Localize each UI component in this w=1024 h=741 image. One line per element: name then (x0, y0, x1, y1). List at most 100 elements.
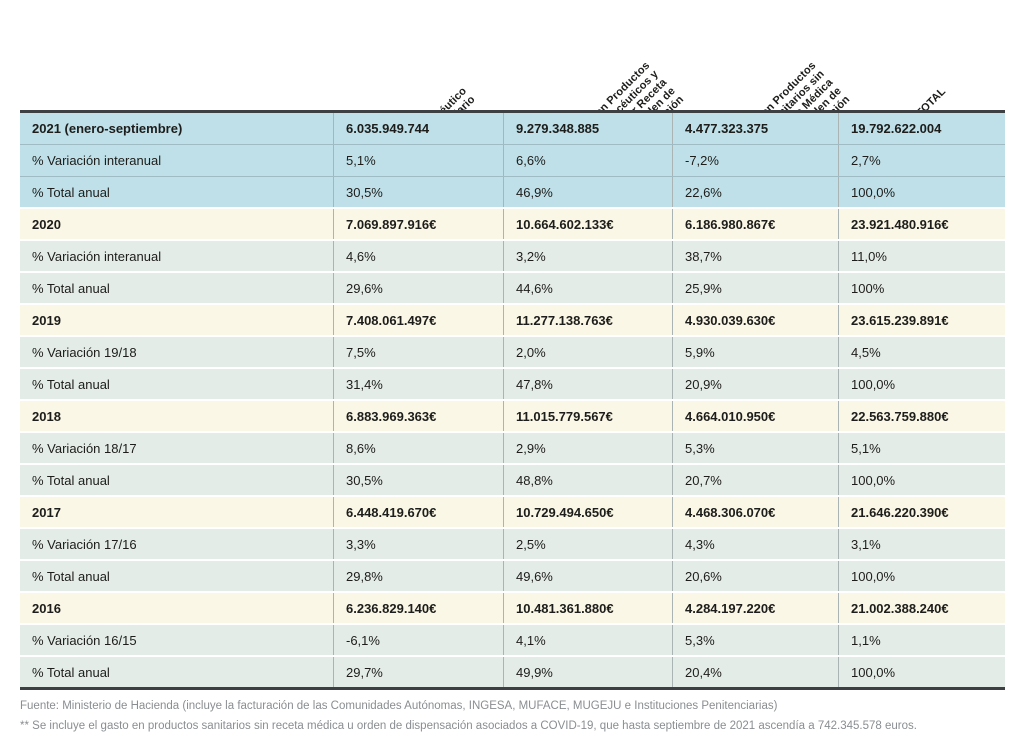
cell-value: 1,1% (851, 632, 881, 648)
row-label: % Variación 19/18 (20, 337, 334, 367)
cell-value: 49,9% (504, 657, 673, 687)
cell-value: 7.069.897.916€ (334, 209, 504, 239)
cell-value: 23.615.239.891€ (851, 312, 949, 328)
table-row-year: 2019 7.408.061.497€ 11.277.138.763€ 4.930.0… (20, 305, 1005, 337)
cell-value: 100,0% (851, 472, 896, 488)
table-row-year: 2016 6.236.829.140€ 10.481.361.880€ 4.284.1… (20, 593, 1005, 625)
table-row-percent: % Total anual 29,7% 49,9% 20,4% 100,0% (20, 657, 1005, 687)
cell-value: 9.279.348.885 (504, 113, 673, 144)
table-row-percent: % Variación 16/15 -6,1% 4,1% 5,3% 1,1% (20, 625, 1005, 657)
cell-value: -7,2% (673, 145, 839, 176)
cell-value: 7,5% (334, 337, 504, 367)
cell-value: 29,8% (334, 561, 504, 591)
table-row-percent: % Variación 18/17 8,6% 2,9% 5,3% 5,1% (20, 433, 1005, 465)
row-label: 2017 (20, 497, 334, 527)
cell-value: 3,3% (334, 529, 504, 559)
cell-value: 100,0% (851, 664, 896, 680)
cell-value: 100,0% (851, 184, 896, 200)
cell-value: 49,6% (504, 561, 673, 591)
cell-value: 3,1% (851, 536, 881, 552)
cell-value: 4,3% (673, 529, 839, 559)
cell-value: 6.186.980.867€ (673, 209, 839, 239)
cell-value: 6.035.949.744 (334, 113, 504, 144)
cell-value: 4,5% (851, 344, 881, 360)
cell-value: 7.408.061.497€ (334, 305, 504, 335)
cell-value: 6.448.419.670€ (334, 497, 504, 527)
cell-value: 2,7% (851, 153, 881, 168)
cell-value: 100,0% (851, 376, 896, 392)
cell-value: 22,6% (673, 177, 839, 207)
covid-note: ** Se incluye el gasto en productos sani… (20, 720, 917, 732)
cell-value: 5,9% (673, 337, 839, 367)
row-label: % Variación 18/17 (20, 433, 334, 463)
cell-value: 20,7% (673, 465, 839, 495)
spending-table-body: 2021 (enero-septiembre) 6.035.949.744 9.27… (20, 113, 1005, 687)
cell-value: 21.002.388.240€ (851, 600, 949, 616)
cell-value: 10.664.602.133€ (504, 209, 673, 239)
table-row-percent: % Total anual 29,6% 44,6% 25,9% 100% (20, 273, 1005, 305)
cell-value: 48,8% (504, 465, 673, 495)
row-label: % Total anual (20, 657, 334, 687)
row-label: % Variación 17/16 (20, 529, 334, 559)
row-label: % Total anual (20, 369, 334, 399)
cell-value: 4.284.197.220€ (673, 593, 839, 623)
cell-value: 23.921.480.916€ (851, 216, 949, 232)
cell-value: 5,3% (673, 625, 839, 655)
cell-value: 3,2% (504, 241, 673, 271)
cell-value: 29,6% (334, 273, 504, 303)
table-row-percent: % Variación interanual 4,6% 3,2% 38,7% 11,0% (20, 241, 1005, 273)
row-label: % Variación 16/15 (20, 625, 334, 655)
row-label: 2018 (20, 401, 334, 431)
cell-value: 4,6% (334, 241, 504, 271)
table-row-percent: % Variación 17/16 3,3% 2,5% 4,3% 3,1% (20, 529, 1005, 561)
cell-value: 44,6% (504, 273, 673, 303)
cell-value: 20,9% (673, 369, 839, 399)
cell-value: -6,1% (334, 625, 504, 655)
cell-value: 5,1% (334, 145, 504, 176)
cell-value: 19.792.622.004 (851, 121, 942, 136)
row-label: 2016 (20, 593, 334, 623)
source-note: Fuente: Ministerio de Hacienda (incluye … (20, 700, 778, 712)
table-row-percent: % Total anual 31,4% 47,8% 20,9% 100,0% (20, 369, 1005, 401)
table-row-percent: % Total anual 30,5% 48,8% 20,7% 100,0% (20, 465, 1005, 497)
cell-value: 4.664.010.950€ (673, 401, 839, 431)
cell-value: 11,0% (851, 248, 887, 264)
cell-value: 11.277.138.763€ (504, 305, 673, 335)
table-row-year: 2020 7.069.897.916€ 10.664.602.133€ 6.186.9… (20, 209, 1005, 241)
cell-value: 22.563.759.880€ (851, 408, 949, 424)
cell-value: 29,7% (334, 657, 504, 687)
cell-value: 20,6% (673, 561, 839, 591)
table-footnotes: Fuente: Ministerio de Hacienda (incluye … (20, 696, 1005, 736)
table-row-year: 2021 (enero-septiembre) 6.035.949.744 9.27… (20, 113, 1005, 145)
cell-value: 30,5% (334, 177, 504, 207)
cell-value: 2,9% (504, 433, 673, 463)
row-label: 2021 (enero-septiembre) (20, 113, 334, 144)
cell-value: 5,3% (673, 433, 839, 463)
cell-value: 6,6% (504, 145, 673, 176)
cell-value: 4.477.323.375 (673, 113, 839, 144)
table-row-year: 2018 6.883.969.363€ 11.015.779.567€ 4.664.0… (20, 401, 1005, 433)
row-label: % Total anual (20, 177, 334, 207)
table-row-percent: % Variación interanual 5,1% 6,6% -7,2% 2,7% (20, 145, 1005, 177)
table-row-percent: % Variación 19/18 7,5% 2,0% 5,9% 4,5% (20, 337, 1005, 369)
cell-value: 4.930.039.630€ (673, 305, 839, 335)
cell-value: 4,1% (504, 625, 673, 655)
pharma-spending-table: 2021 (enero-septiembre) 6.035.949.744 9.27… (20, 110, 1005, 690)
table-row-percent: % Total anual 30,5% 46,9% 22,6% 100,0% (20, 177, 1005, 209)
table-column-headers: Gasto Farmacéutico Hospitalario Gasto en… (0, 0, 1024, 170)
row-label: % Variación interanual (20, 145, 334, 176)
row-label: 2019 (20, 305, 334, 335)
cell-value: 38,7% (673, 241, 839, 271)
cell-value: 8,6% (334, 433, 504, 463)
cell-value: 47,8% (504, 369, 673, 399)
cell-value: 100% (851, 280, 885, 296)
row-label: % Variación interanual (20, 241, 334, 271)
cell-value: 11.015.779.567€ (504, 401, 673, 431)
cell-value: 31,4% (334, 369, 504, 399)
cell-value: 20,4% (673, 657, 839, 687)
cell-value: 10.481.361.880€ (504, 593, 673, 623)
cell-value: 100,0% (851, 568, 896, 584)
cell-value: 25,9% (673, 273, 839, 303)
row-label: % Total anual (20, 273, 334, 303)
